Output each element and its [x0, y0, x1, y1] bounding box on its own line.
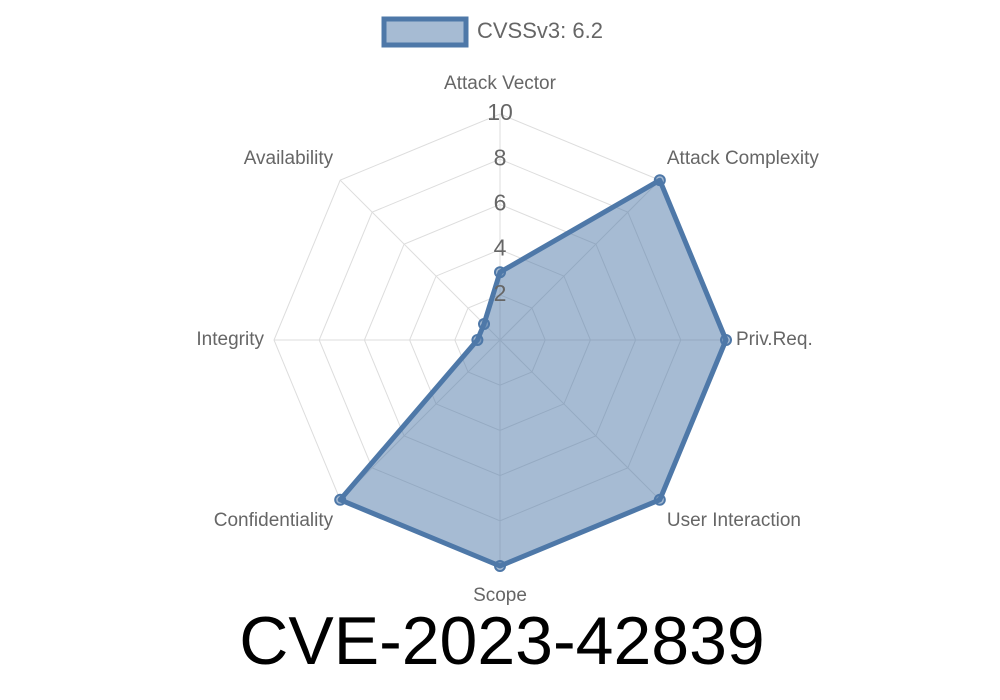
- legend-swatch: [381, 16, 469, 48]
- legend-label: CVSSv3: 6.2: [477, 18, 603, 43]
- spoke: [339, 179, 501, 341]
- r-tick-label: 6: [494, 189, 507, 215]
- axis-label: Priv.Req.: [736, 329, 813, 350]
- data-point: [653, 493, 666, 506]
- data-point: [478, 318, 491, 331]
- axis-label: Attack Vector: [444, 73, 557, 94]
- data-point: [653, 174, 666, 187]
- axis-label: Confidentiality: [214, 510, 334, 531]
- legend: CVSSv3: 6.2: [381, 16, 603, 48]
- r-tick-label: 4: [494, 235, 507, 261]
- axis-label: User Interaction: [667, 510, 801, 531]
- axis-label: Integrity: [196, 329, 264, 350]
- r-tick-label: 2: [494, 280, 507, 306]
- data-point: [334, 493, 347, 506]
- data-point: [471, 334, 484, 346]
- r-tick-label: 10: [487, 99, 513, 125]
- data-point: [494, 560, 506, 572]
- r-tick-label: 8: [494, 144, 507, 170]
- chart-title: CVE-2023-42839: [239, 603, 764, 679]
- data-point: [494, 266, 506, 279]
- plot: 2 4 6 8 10: [334, 99, 732, 572]
- axis-label: Attack Complexity: [667, 148, 820, 169]
- axis-label: Scope: [473, 585, 527, 606]
- axis-label: Availability: [244, 148, 334, 169]
- data-point: [720, 334, 732, 346]
